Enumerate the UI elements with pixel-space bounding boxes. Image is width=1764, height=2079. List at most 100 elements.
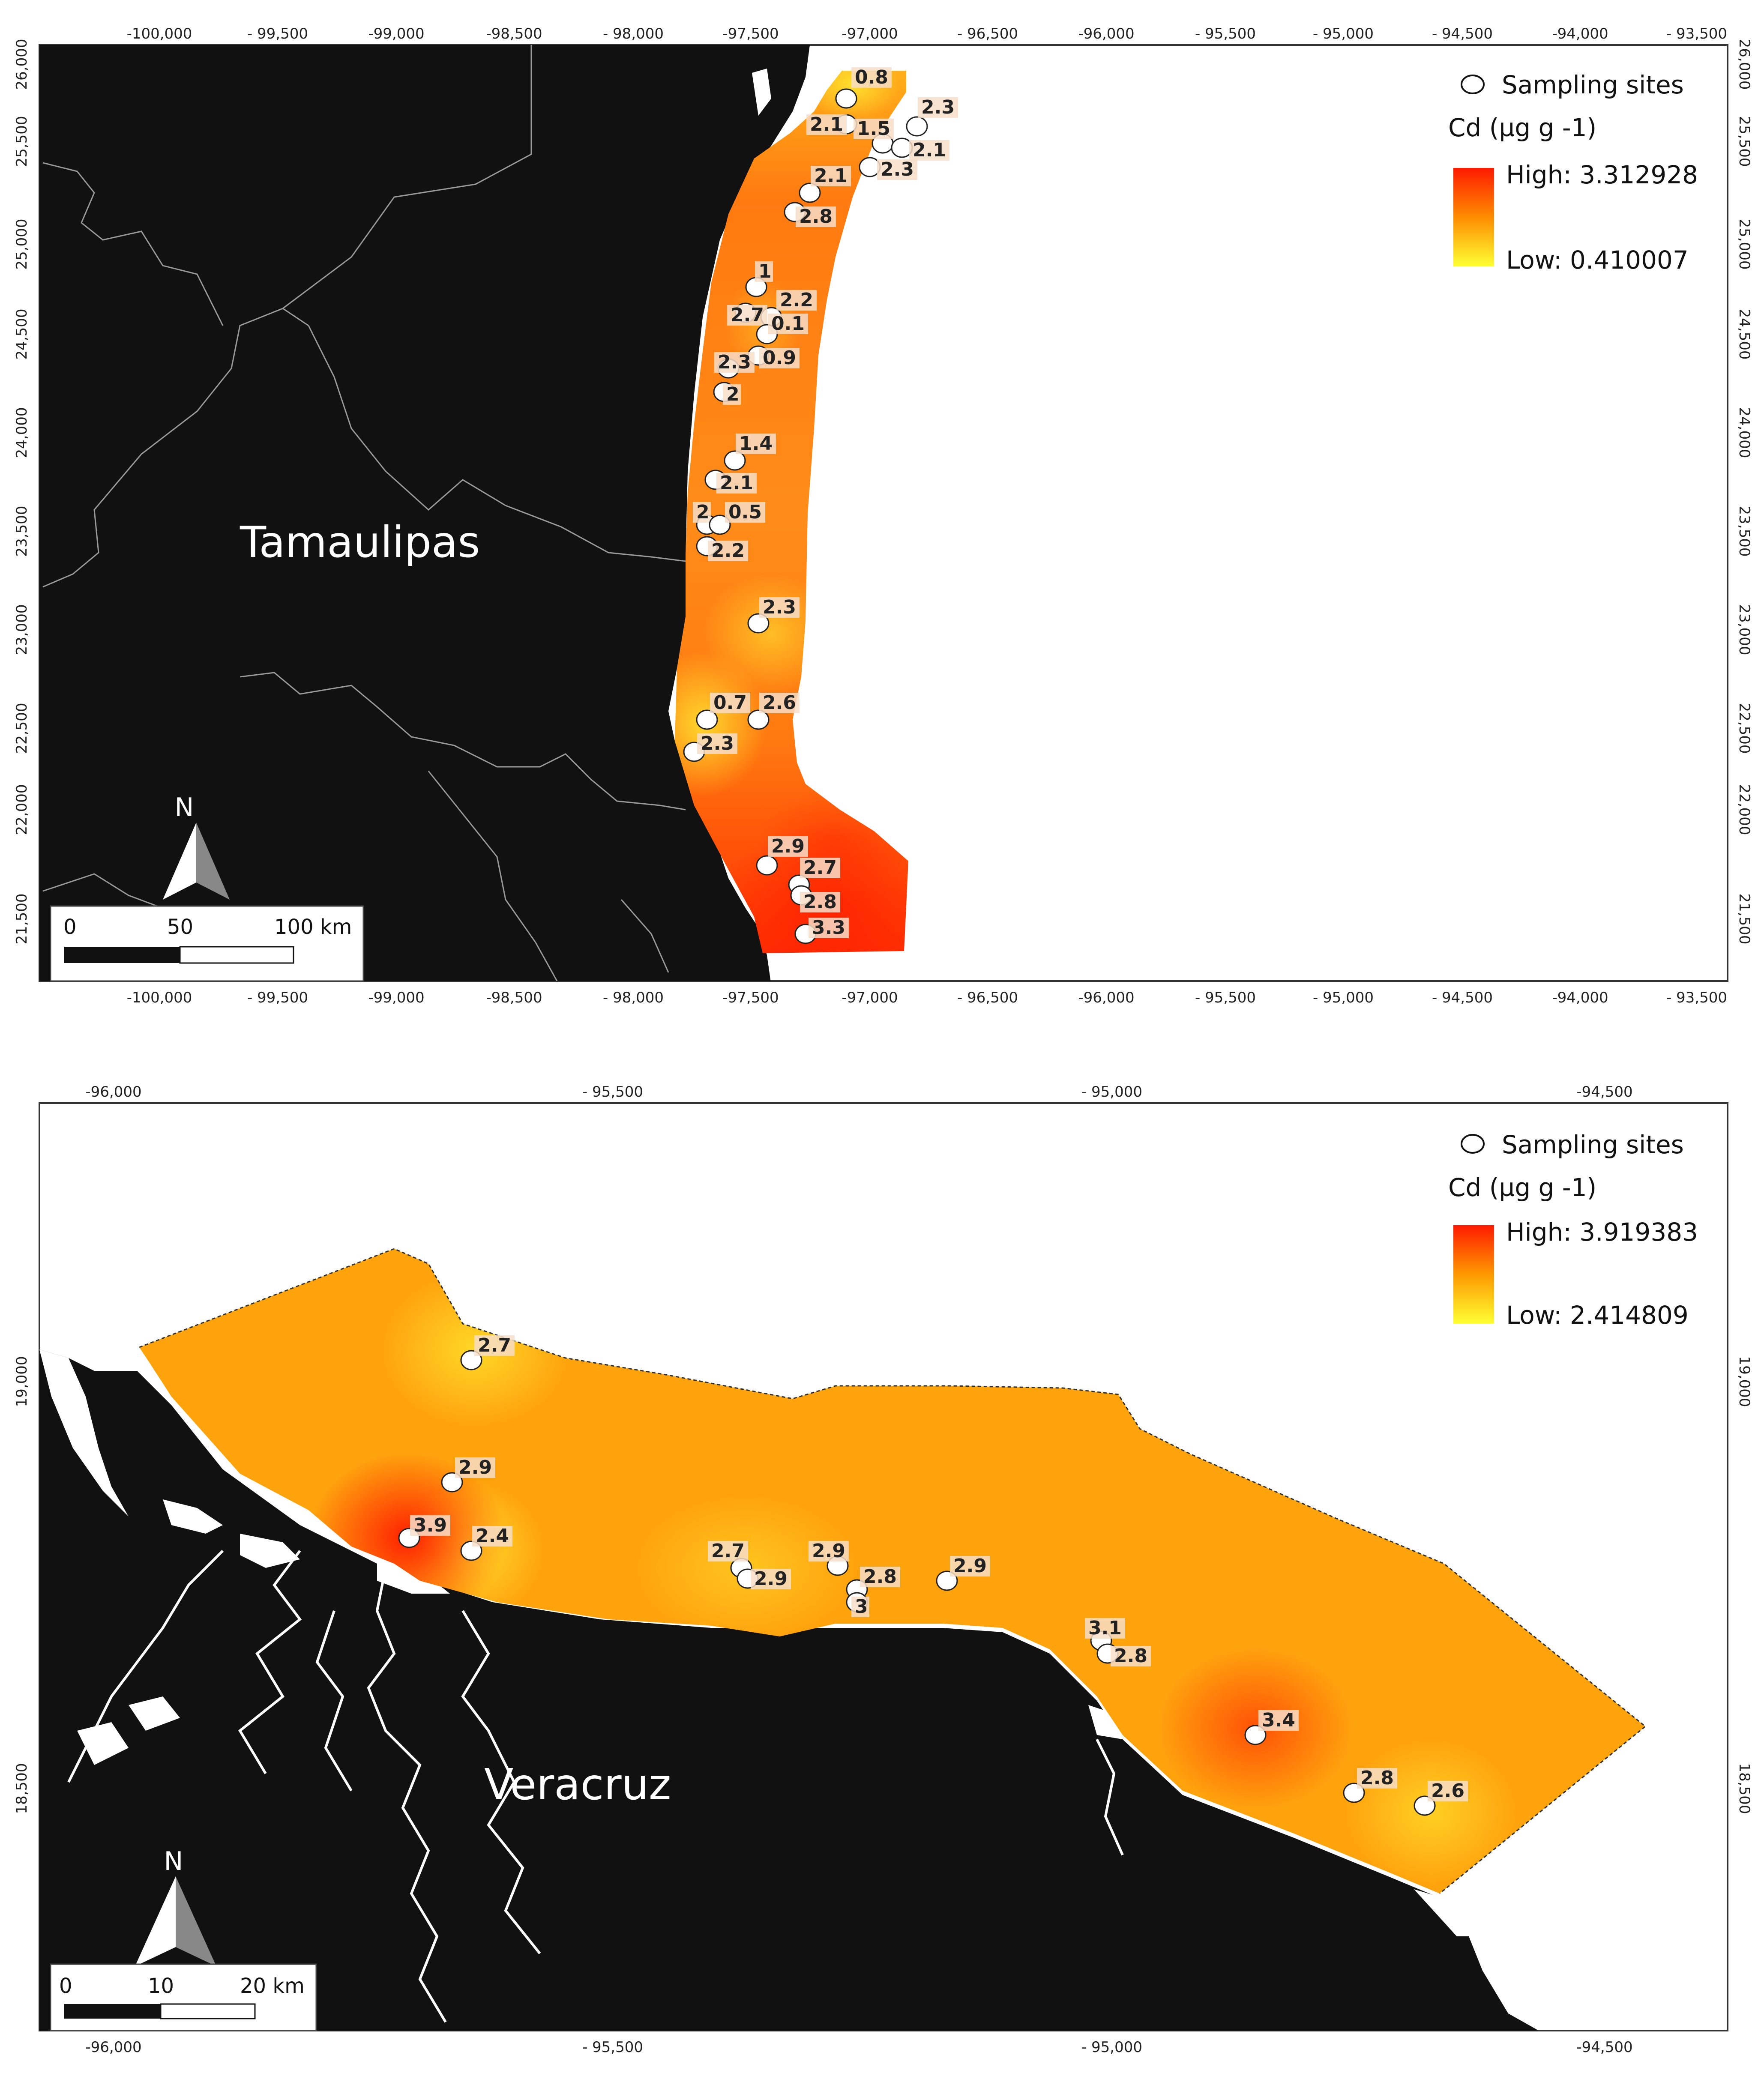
north-arrow-left-icon (135, 1876, 176, 1966)
site-label-background (851, 67, 892, 88)
north-arrow-left-icon (163, 823, 196, 900)
site-value-label: 2.8 (863, 1566, 897, 1588)
longitude-tick-label: -99,000 (368, 25, 424, 42)
latitude-tick-label: 26,000 (1736, 39, 1753, 90)
longitude-tick-label: - 99,500 (247, 25, 308, 42)
sampling-site-marker (696, 709, 718, 730)
longitude-tick-label: -94,000 (1552, 989, 1608, 1006)
latitude-tick-label: 25,000 (13, 219, 30, 270)
scale-bar-black (64, 947, 180, 963)
north-label: N (164, 1846, 183, 1876)
map-tamaulipas: -100,000 - 99,500 -99,000 -98,500 - 98,000 -9… (13, 25, 1753, 1006)
longitude-tick-label: -94,500 (1576, 2039, 1632, 2056)
legend: Sampling sites Cd (µg g -1) High: 3.3129… (1448, 70, 1698, 275)
latitude-tick-label: 25,500 (13, 116, 30, 167)
scale-bar-black (64, 2004, 161, 2019)
sampling-site-marker (859, 157, 881, 177)
site-value-label: 2.6 (763, 692, 796, 714)
site-value-label: 2.2 (711, 540, 745, 562)
site-label-background (860, 1567, 900, 1587)
site-value-label: 2 (726, 383, 740, 405)
site-value-label: 3.3 (812, 917, 845, 939)
site-value-label: 2.8 (1114, 1645, 1147, 1667)
longitude-tick-label: -97,500 (722, 25, 779, 42)
site-value-label: 0.1 (771, 313, 805, 335)
longitude-tick-label: -97,000 (842, 25, 898, 42)
longitude-tick-label: -100,000 (127, 989, 192, 1006)
latitude-ticks-left: 19,000 18,500 (13, 1356, 30, 1814)
site-value-label: 0.7 (713, 692, 747, 714)
lagoons (39, 1349, 1482, 1936)
sampling-site-marker (756, 855, 778, 876)
site-label-background (693, 502, 711, 523)
site-label-background (851, 1597, 869, 1617)
site-value-label: 2.8 (803, 891, 837, 913)
longitude-tick-label: -97,500 (722, 989, 779, 1006)
longitude-tick-label: - 99,500 (247, 989, 308, 1006)
longitude-tick-label: - 95,000 (1081, 1083, 1142, 1101)
north-arrow: N (135, 1846, 216, 1966)
site-value-label: 3 (855, 1596, 868, 1618)
site-value-label: 2.1 (810, 114, 843, 135)
site-label-background (710, 693, 750, 713)
site-value-label: 2.1 (913, 139, 946, 161)
sampling-site-marker (835, 88, 857, 109)
latitude-tick-label: 22,500 (1736, 703, 1753, 754)
site-value-label: 2.1 (720, 472, 753, 494)
sampling-sites: 2.7 2.9 3.9 2.4 2.7 2.9 2.9 2.8 3 2.9 3.1 2.8 3.4 2.8… (398, 1334, 1468, 1816)
longitude-tick-label: -100,000 (127, 25, 192, 42)
longitude-tick-label: -96,000 (85, 2039, 141, 2056)
site-value-label: 0.5 (728, 501, 762, 523)
map-veracruz: -96,000 - 95,500 - 95,000 -94,500 -96,000 - … (13, 1083, 1753, 2056)
longitude-tick-label: - 95,500 (582, 2039, 643, 2056)
site-value-label: 0.8 (855, 66, 888, 88)
site-value-label: 2.6 (1431, 1780, 1465, 1802)
site-value-label: 2.1 (814, 165, 848, 187)
longitude-tick-label: - 98,000 (603, 989, 664, 1006)
longitude-tick-label: - 95,500 (1195, 989, 1256, 1006)
site-value-label: 0.9 (763, 347, 796, 369)
site-label-background (877, 159, 917, 180)
site-label-background (410, 1515, 450, 1536)
latitude-tick-label: 18,500 (13, 1763, 30, 1814)
longitude-tick-label: - 94,500 (1432, 25, 1493, 42)
longitude-tick-label: - 93,500 (1666, 989, 1727, 1006)
legend-high-label: High: 3.919383 (1506, 1217, 1698, 1247)
site-value-label: 2.3 (881, 159, 914, 180)
site-value-label: 1.5 (857, 118, 890, 140)
scale-bar-box (50, 1963, 317, 2031)
latitude-tick-label: 23,500 (1736, 506, 1753, 557)
latitude-ticks-right: 26,000 25,500 25,000 24,500 24,000 23,500 23,0… (1736, 39, 1753, 945)
legend-variable-label: Cd (µg g -1) (1448, 113, 1596, 142)
site-value-label: 2.9 (458, 1457, 492, 1478)
longitude-tick-label: - 94,500 (1432, 989, 1493, 1006)
longitude-tick-label: -96,000 (1078, 25, 1134, 42)
site-value-label: 2.3 (763, 596, 796, 618)
scale-bar: 0 50 100 km (50, 905, 364, 982)
site-value-label: 1.4 (739, 433, 773, 455)
site-label-background (950, 1556, 990, 1576)
site-symbol-icon (1461, 1134, 1485, 1154)
longitude-tick-label: - 96,500 (957, 25, 1018, 42)
site-value-label: 3.4 (1262, 1709, 1295, 1731)
sampling-site-marker (747, 709, 770, 730)
longitude-ticks-bottom: -96,000 - 95,500 - 95,000 -94,500 (85, 2039, 1632, 2056)
longitude-tick-label: -99,000 (368, 989, 424, 1006)
site-value-label: 2.4 (476, 1525, 509, 1547)
site-label-background (800, 858, 840, 878)
scale-label-0: 0 (63, 915, 77, 939)
site-value-label: 2.9 (953, 1555, 987, 1577)
site-value-label: 2.7 (711, 1540, 745, 1562)
site-label-background (1085, 1618, 1125, 1639)
latitude-tick-label: 22,000 (13, 784, 30, 835)
latitude-tick-label: 22,000 (1736, 784, 1753, 835)
north-arrow-right-icon (176, 1876, 216, 1966)
site-value-label: 2 (696, 501, 710, 523)
latitude-tick-label: 24,000 (1736, 407, 1753, 458)
scale-label-end: 20 km (240, 1974, 305, 1998)
site-label-background (708, 541, 748, 561)
site-label-background (806, 114, 847, 135)
longitude-tick-label: - 95,000 (1313, 25, 1374, 42)
site-label-background (708, 1541, 748, 1561)
